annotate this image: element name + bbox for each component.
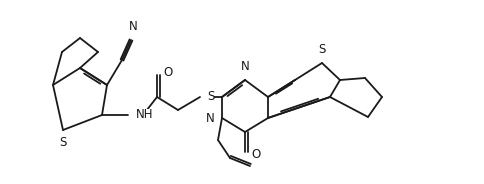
Text: S: S xyxy=(318,43,326,56)
Text: NH: NH xyxy=(136,109,153,121)
Text: N: N xyxy=(129,20,137,33)
Text: N: N xyxy=(241,60,249,73)
Text: S: S xyxy=(207,89,214,102)
Text: O: O xyxy=(163,66,172,79)
Text: O: O xyxy=(251,148,260,160)
Text: N: N xyxy=(206,112,215,125)
Text: S: S xyxy=(60,136,67,149)
